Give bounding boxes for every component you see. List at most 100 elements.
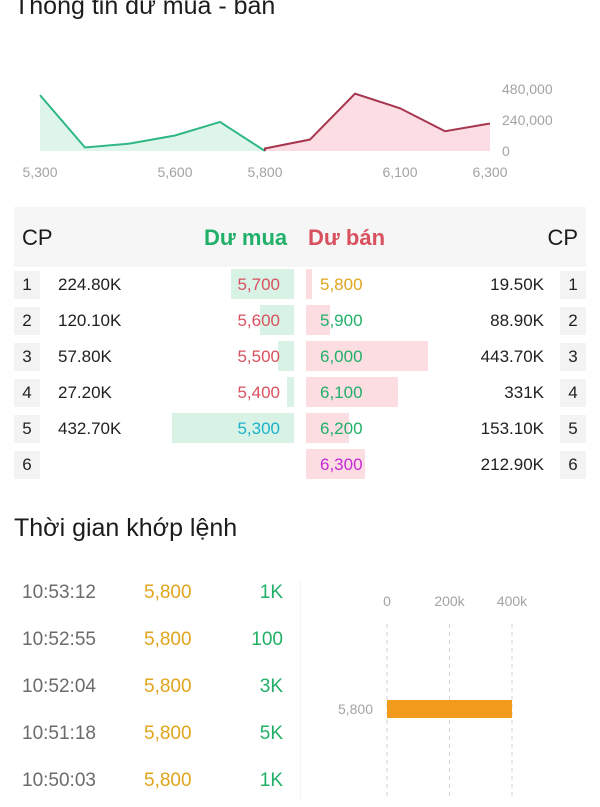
trade-row: 10:52:55 5,800 100 (0, 619, 300, 666)
depth-chart: 480,000 240,000 0 5,300 5,600 5,800 6,100 6,300 (22, 81, 553, 180)
sell-volume: 153.10K (480, 419, 544, 438)
depth-x-tick: 6,100 (382, 164, 417, 180)
depth-y-tick: 0 (502, 143, 510, 159)
buy-volume: 120.10K (58, 311, 122, 330)
buy-price: 5,500 (237, 347, 280, 366)
volume-x-tick: 400k (497, 593, 528, 609)
order-book-rows: 1 224.80K 5,700 5,800 19.50K 1 2 120.10K… (14, 267, 586, 483)
trade-volume: 5K (259, 723, 283, 744)
sell-depth-line (264, 92, 491, 151)
sell-volume-bar (306, 269, 313, 299)
buy-price: 5,300 (237, 419, 280, 438)
cp-left-label: CP (22, 225, 53, 250)
sell-column-title: Dư bán (308, 225, 386, 250)
rank-left: 5 (14, 415, 40, 443)
volume-bar-label: 5,800 (338, 701, 373, 717)
depth-x-tick: 6,300 (472, 164, 507, 180)
sell-price: 6,300 (320, 455, 363, 474)
sell-price: 6,100 (320, 383, 363, 402)
depth-section-title: Thông tin dư mua - bán (14, 0, 276, 20)
sell-price: 6,200 (320, 419, 363, 438)
depth-x-tick: 5,600 (157, 164, 192, 180)
order-book-header: CP Dư mua Dư bán CP (14, 207, 586, 267)
rank-left: 3 (14, 343, 40, 371)
sell-volume-bar (306, 413, 349, 443)
trade-time: 10:52:55 (22, 629, 96, 650)
trade-volume: 3K (259, 676, 283, 697)
trades-section-title: Thời gian khớp lệnh (14, 514, 238, 542)
sell-price: 6,000 (320, 347, 363, 366)
trade-time: 10:52:04 (22, 676, 96, 697)
buy-depth-area (40, 95, 265, 151)
sell-depth-area (265, 93, 490, 151)
rank-right: 3 (560, 343, 586, 371)
order-book-row: 2 120.10K 5,600 5,900 88.90K 2 (14, 303, 586, 339)
trade-volume: 1K (259, 582, 283, 603)
rank-right: 1 (560, 271, 586, 299)
sell-volume: 443.70K (480, 347, 544, 366)
buy-volume-bar (172, 413, 294, 443)
buy-volume-bar (230, 269, 294, 299)
buy-volume-bar (278, 341, 294, 371)
buy-price: 5,700 (237, 275, 280, 294)
order-book-row: 6 6,300 212.90K 6 (14, 447, 586, 483)
depth-y-tick: 480,000 (502, 81, 553, 97)
rank-right: 5 (560, 415, 586, 443)
buy-volume-bar (286, 377, 294, 407)
trade-row: 10:51:18 5,800 5K (0, 713, 300, 760)
sell-volume-bar (306, 305, 331, 335)
sell-volume: 88.90K (490, 311, 544, 330)
buy-volume: 57.80K (58, 347, 112, 366)
sell-volume-bar (306, 449, 365, 479)
cp-right-label: CP (547, 225, 578, 250)
sell-volume-bar (306, 341, 428, 371)
trade-price: 5,800 (144, 676, 192, 697)
volume-x-tick: 0 (383, 593, 391, 609)
buy-price: 5,600 (237, 311, 280, 330)
volume-bar (387, 700, 512, 718)
trade-list: 10:53:12 5,800 1K 10:52:55 5,800 100 10:… (0, 572, 300, 807)
rank-left: 6 (14, 451, 40, 479)
trade-time: 10:50:03 (22, 770, 96, 791)
order-book-row: 1 224.80K 5,700 5,800 19.50K 1 (14, 267, 586, 303)
rank-left: 2 (14, 307, 40, 335)
sell-price: 5,900 (320, 311, 363, 330)
buy-depth-line (39, 94, 266, 152)
trade-volume: 100 (251, 629, 283, 650)
depth-x-tick: 5,800 (247, 164, 282, 180)
sell-volume: 19.50K (490, 275, 544, 294)
depth-x-tick: 5,300 (22, 164, 57, 180)
rank-right: 6 (560, 451, 586, 479)
rank-right: 4 (560, 379, 586, 407)
trade-price: 5,800 (144, 770, 192, 791)
order-book-row: 3 57.80K 5,500 6,000 443.70K 3 (14, 339, 586, 375)
volume-x-tick: 200k (434, 593, 465, 609)
order-book-row: 4 27.20K 5,400 6,100 331K 4 (14, 375, 586, 411)
rank-left: 4 (14, 379, 40, 407)
buy-volume: 27.20K (58, 383, 112, 402)
trade-row: 10:50:03 5,800 1K (0, 760, 300, 807)
buy-volume-bar (259, 305, 294, 335)
sell-volume: 212.90K (480, 455, 544, 474)
depth-y-tick: 240,000 (502, 112, 553, 128)
volume-chart: 0 200k 400k 5,800 (300, 580, 528, 800)
sell-price: 5,800 (320, 275, 363, 294)
buy-volume: 432.70K (58, 419, 122, 438)
rank-left: 1 (14, 271, 40, 299)
rank-right: 2 (560, 307, 586, 335)
trade-price: 5,800 (144, 582, 192, 603)
buy-volume: 224.80K (58, 275, 122, 294)
trade-volume: 1K (259, 770, 283, 791)
trade-row: 10:53:12 5,800 1K (0, 572, 300, 619)
sell-volume-bar (306, 377, 398, 407)
sell-volume: 331K (504, 383, 544, 402)
trade-time: 10:51:18 (22, 723, 96, 744)
order-book: CP Dư mua Dư bán CP 1 224.80K 5,700 5,80… (14, 207, 586, 483)
trade-price: 5,800 (144, 629, 192, 650)
order-book-row: 5 432.70K 5,300 6,200 153.10K 5 (14, 411, 586, 447)
trade-time: 10:53:12 (22, 582, 96, 603)
trade-row: 10:52:04 5,800 3K (0, 666, 300, 713)
buy-price: 5,400 (237, 383, 280, 402)
trade-price: 5,800 (144, 723, 192, 744)
buy-column-title: Dư mua (204, 225, 288, 250)
